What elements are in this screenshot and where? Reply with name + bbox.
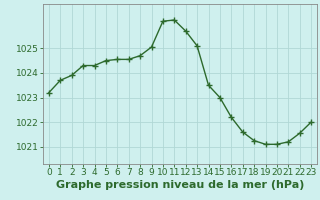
X-axis label: Graphe pression niveau de la mer (hPa): Graphe pression niveau de la mer (hPa) <box>56 180 304 190</box>
